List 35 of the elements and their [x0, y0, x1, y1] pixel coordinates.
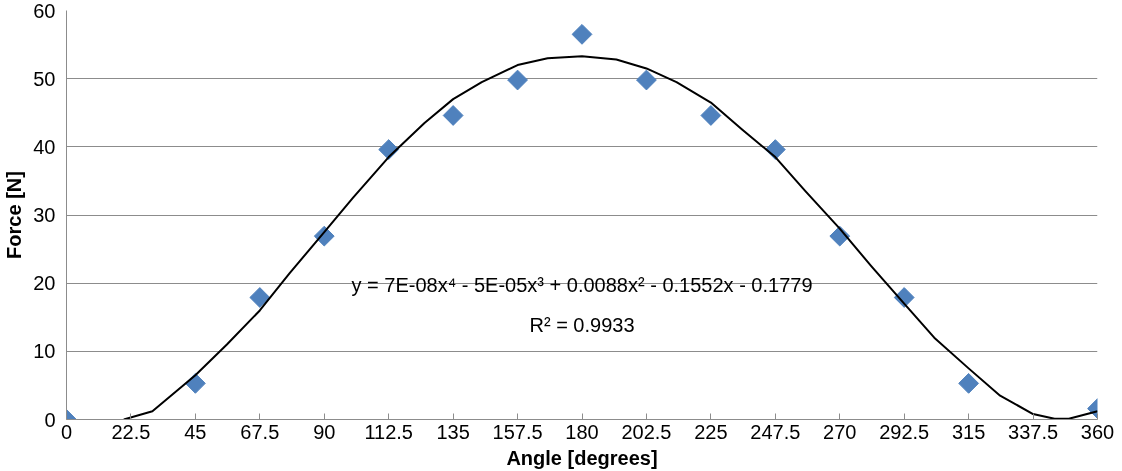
y-tick-label: 60: [33, 0, 56, 22]
point: [636, 69, 657, 91]
point: [958, 372, 980, 394]
line-series: [122, 55, 1098, 420]
y-axis-title: Force [N]: [3, 171, 26, 259]
annotation: R² = 0.9933: [529, 314, 635, 337]
point: [571, 23, 593, 45]
point: [442, 105, 464, 126]
annotation: y = 7E-08x⁴ - 5E-05x³ + 0.0088x² - 0.1552x - 0.1779: [351, 273, 813, 296]
x-tick-label: 337.5: [1008, 420, 1059, 443]
x-tick-label: 315: [951, 420, 986, 443]
x-tick-label: 225: [694, 420, 728, 443]
x-tick-label: 247.5: [750, 420, 801, 443]
x-tick-label: 45: [184, 420, 207, 443]
point: [507, 69, 528, 91]
x-tick-label: 292.5: [879, 420, 930, 443]
x-tick-label: 112.5: [364, 420, 413, 443]
x-tick-label: 22.5: [111, 420, 151, 443]
x-axis-title: Angle [degrees]: [506, 446, 658, 469]
x-tick-label: 270: [823, 420, 857, 443]
x-tick-label: 135: [436, 420, 470, 443]
x-tick-label: 157.5: [492, 420, 543, 443]
y-tick-label: 50: [33, 67, 56, 90]
x-tick-label: 67.5: [240, 420, 280, 443]
point: [700, 105, 722, 126]
y-tick-label: 30: [33, 204, 56, 226]
point: [249, 287, 271, 308]
x-tick-label: 180: [565, 420, 599, 443]
x-tick-label: 202.5: [621, 420, 672, 443]
x-tick-label: 0: [60, 420, 73, 443]
y-tick-label: 40: [33, 135, 56, 158]
x-tick-label: 90: [313, 420, 336, 443]
y-tick-label: 10: [33, 340, 56, 363]
x-tick-label: 360: [1080, 420, 1115, 443]
y-tick-label: 20: [33, 272, 56, 295]
